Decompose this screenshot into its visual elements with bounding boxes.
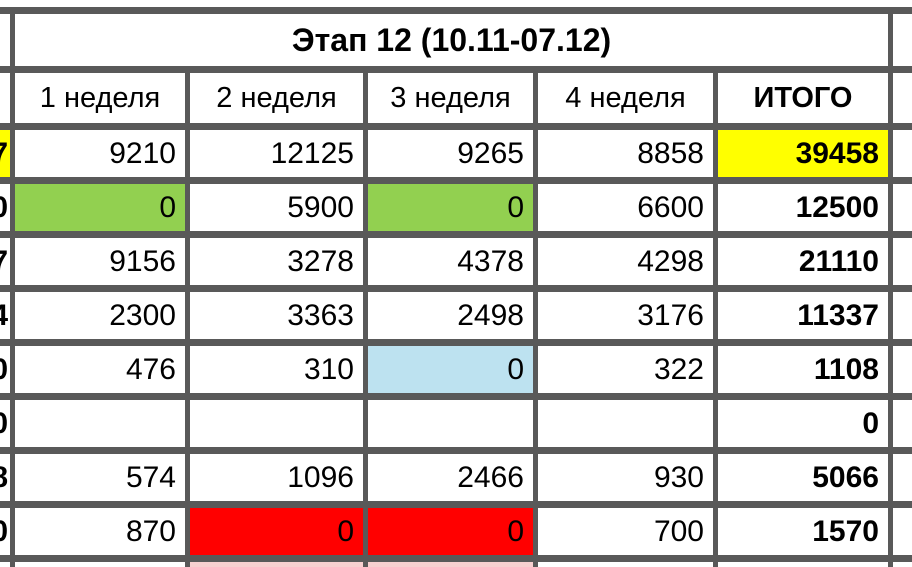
right-cut-data-cell[interactable] [893,508,912,555]
left-cut-data-cell[interactable]: 0 [0,508,10,555]
total-cell[interactable]: 1570 [718,508,888,555]
data-cell-week-1[interactable]: 9210 [15,130,185,177]
data-cell-week-3[interactable]: 0 [368,346,533,393]
data-cell-week-2[interactable]: 1096 [190,454,363,501]
data-cell-week-1[interactable] [15,400,185,447]
total-cell[interactable]: 5066 [718,454,888,501]
data-cell-week-3[interactable]: 2466 [368,454,533,501]
right-cut-header-cell[interactable] [893,73,912,123]
partial-row-week-4-cell[interactable] [538,562,713,567]
total-cell[interactable]: 39458 [718,130,888,177]
stage-title-cell[interactable]: Этап 12 (10.11-07.12) [15,14,888,66]
data-cell-week-2[interactable]: 3363 [190,292,363,339]
partial-row-week-2-cell[interactable] [190,562,363,567]
partial-row-week-1-cell[interactable] [15,562,185,567]
data-cell-week-2[interactable]: 0 [190,508,363,555]
data-cell-week-4[interactable]: 3176 [538,292,713,339]
data-cell-week-3[interactable]: 0 [368,184,533,231]
data-cell-week-1[interactable]: 2300 [15,292,185,339]
week-3-header[interactable]: 3 неделя [368,73,533,123]
data-cell-week-2[interactable]: 310 [190,346,363,393]
data-cell-week-4[interactable]: 6600 [538,184,713,231]
left-cut-data-cell[interactable]: 7 [0,130,10,177]
total-cell[interactable]: 0 [718,400,888,447]
right-cut-data-cell[interactable] [893,184,912,231]
right-cut-data-cell[interactable] [893,292,912,339]
data-cell-week-3[interactable]: 4378 [368,238,533,285]
total-cell[interactable]: 1108 [718,346,888,393]
left-cut-data-cell[interactable]: 4 [0,292,10,339]
data-cell-week-2[interactable]: 3278 [190,238,363,285]
left-cut-data-cell[interactable]: 8 [0,454,10,501]
data-cell-week-2[interactable] [190,400,363,447]
week-4-header[interactable]: 4 неделя [538,73,713,123]
stage-table: Этап 12 (10.11-07.12) 1 неделя 2 неделя … [0,7,912,567]
data-cell-week-1[interactable]: 574 [15,454,185,501]
data-cell-week-4[interactable]: 930 [538,454,713,501]
data-cell-week-3[interactable]: 2498 [368,292,533,339]
right-cut-data-cell[interactable] [893,130,912,177]
data-cell-week-1[interactable]: 9156 [15,238,185,285]
total-cell[interactable]: 11337 [718,292,888,339]
data-cell-week-1[interactable]: 476 [15,346,185,393]
data-cell-week-3[interactable]: 0 [368,508,533,555]
right-cut-data-cell[interactable] [893,454,912,501]
right-cut-title-cell[interactable] [893,14,912,66]
week-2-header[interactable]: 2 неделя [190,73,363,123]
data-cell-week-2[interactable]: 12125 [190,130,363,177]
total-cell[interactable]: 12500 [718,184,888,231]
week-1-header[interactable]: 1 неделя [15,73,185,123]
top-edge-strip [0,0,912,7]
partial-row-right-cut-cell[interactable] [893,562,912,567]
data-cell-week-2[interactable]: 5900 [190,184,363,231]
data-cell-week-3[interactable] [368,400,533,447]
total-cell[interactable]: 21110 [718,238,888,285]
right-cut-data-cell[interactable] [893,346,912,393]
partial-row-total-cell[interactable] [718,562,888,567]
partial-row-left-cut-cell[interactable] [0,562,10,567]
right-cut-data-cell[interactable] [893,238,912,285]
total-header[interactable]: ИТОГО [718,73,888,123]
data-cell-week-4[interactable]: 8858 [538,130,713,177]
data-cell-week-4[interactable]: 4298 [538,238,713,285]
data-cell-week-4[interactable] [538,400,713,447]
left-cut-data-cell[interactable]: 0 [0,184,10,231]
left-cut-data-cell[interactable]: 7 [0,238,10,285]
left-cut-header-cell[interactable] [0,73,10,123]
data-cell-week-4[interactable]: 700 [538,508,713,555]
data-cell-week-4[interactable]: 322 [538,346,713,393]
partial-row-week-3-cell[interactable] [368,562,533,567]
left-cut-data-cell[interactable]: 0 [0,346,10,393]
right-cut-data-cell[interactable] [893,400,912,447]
data-cell-week-1[interactable]: 0 [15,184,185,231]
left-cut-title-cell[interactable] [0,14,10,66]
data-cell-week-3[interactable]: 9265 [368,130,533,177]
data-cell-week-1[interactable]: 870 [15,508,185,555]
left-cut-data-cell[interactable]: 0 [0,400,10,447]
